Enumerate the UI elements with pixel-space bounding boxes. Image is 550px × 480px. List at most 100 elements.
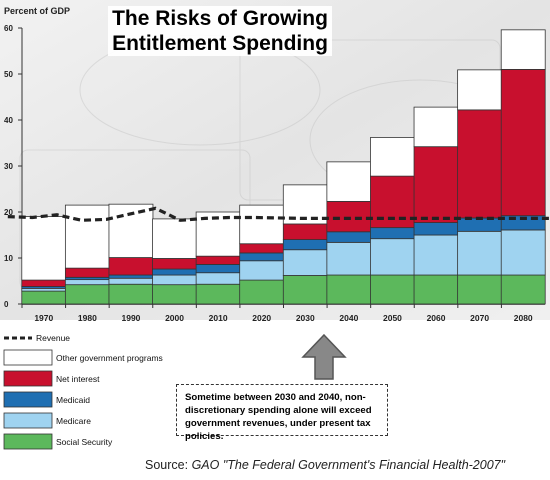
legend-swatch [3,370,53,387]
bar-segment [21,287,67,292]
x-axis: 1970 1980 1990 2000 2010 2020 2030 2040 2050 2060… [21,303,545,323]
bar-stack [152,218,197,305]
legend: Revenue Other government programs Net inte… [3,333,163,450]
chart-title: The Risks of Growing Entitlement Spendin… [95,6,345,56]
bar-segment [500,229,546,276]
bar-segment [239,279,285,305]
legend-item: Revenue [4,333,70,343]
bar-segment [195,255,241,265]
bar-segment [370,227,415,240]
x-tick-label: 2010 [209,313,228,323]
y-tick-label: 0 [4,300,9,309]
bar-stack [195,211,241,305]
x-tick-label: 1990 [121,313,140,323]
bar-segment [282,223,328,241]
bar-segment [326,274,372,305]
bar-segment [64,279,110,286]
legend-swatch [3,433,53,450]
bar-segment [108,277,154,285]
y-tick-label: 50 [4,70,13,79]
bar-segment [152,258,197,270]
y-tick-label: 30 [4,162,13,171]
bar-stack [282,184,328,305]
bar-segment [21,279,67,287]
y-axis-label: Percent of GDP [4,6,71,16]
y-tick-label: 10 [4,254,13,263]
legend-label: Other government programs [56,353,163,363]
bar-segment [413,146,459,223]
bar-segment [21,290,67,305]
bar-stack [413,106,459,305]
source-text: GAO "The Federal Government's Financial … [191,458,506,472]
bar-segment [152,274,197,286]
bar-segment [326,201,372,233]
bar-segment [64,284,110,305]
bar-stack [239,204,285,305]
chart-title-line-2: Entitlement Spending [108,31,332,56]
bar-segment [64,267,110,278]
legend-label: Social Security [56,437,113,447]
legend-label: Medicaid [56,395,90,405]
legend-label: Medicare [56,416,91,426]
bar-segment [152,268,197,276]
bar-stack [108,203,154,305]
x-tick-label: 2080 [514,313,533,323]
bar-segment [152,284,197,305]
x-tick-label: 2030 [296,313,315,323]
bar-stack [326,161,372,305]
bar-stack [500,29,546,305]
x-tick-label: 2070 [470,313,489,323]
bar-segment [413,274,459,305]
source-prefix: Source: [145,458,192,472]
legend-item: Medicare [3,412,91,429]
y-tick-label: 60 [4,24,13,33]
x-tick-label: 2020 [252,313,271,323]
bar-segment [457,69,503,111]
y-axis: 0 10 20 30 40 50 60 [4,24,23,309]
bar-segment [326,161,372,202]
bar-segment [282,249,328,276]
legend-item: Social Security [3,433,113,450]
bar-segment [282,239,328,251]
legend-label: Net interest [56,374,100,384]
bar-segment [457,230,503,276]
bar-stack [457,69,503,305]
bar-segment [370,137,415,177]
x-tick-label: 1980 [78,313,97,323]
bar-stack [370,137,415,305]
bar-segment [370,238,415,276]
bar-segment [457,109,503,219]
bar-segment [500,274,546,305]
callout-box: Sometime between 2030 and 2040, non-disc… [176,384,388,442]
bar-segment [282,275,328,305]
bar-segment [195,283,241,305]
legend-swatch [3,412,53,429]
revenue-line [7,206,550,222]
y-tick-label: 40 [4,116,13,125]
bar-segment [370,274,415,305]
bar-segment [108,274,154,279]
y-tick-label: 20 [4,208,13,217]
x-tick-label: 2040 [339,313,358,323]
bar-segment [500,29,546,70]
bars [21,29,546,305]
bar-segment [326,241,372,276]
bar-segment [457,274,503,305]
bar-segment [239,204,285,245]
bar-segment [239,252,285,262]
bar-segment [413,106,459,148]
bar-segment [239,260,285,281]
legend-item: Other government programs [3,349,163,366]
bar-segment [152,218,197,259]
x-tick-label: 2050 [383,313,402,323]
bar-segment [326,231,372,243]
legend-item: Net interest [3,370,100,387]
callout-text: Sometime between 2030 and 2040, non-disc… [185,392,372,442]
up-arrow-icon [301,333,347,380]
x-tick-label: 2000 [165,313,184,323]
bar-segment [195,264,241,274]
bar-segment [195,272,241,285]
bar-stack [21,216,67,305]
bar-segment [108,257,154,276]
bar-segment [21,216,67,281]
